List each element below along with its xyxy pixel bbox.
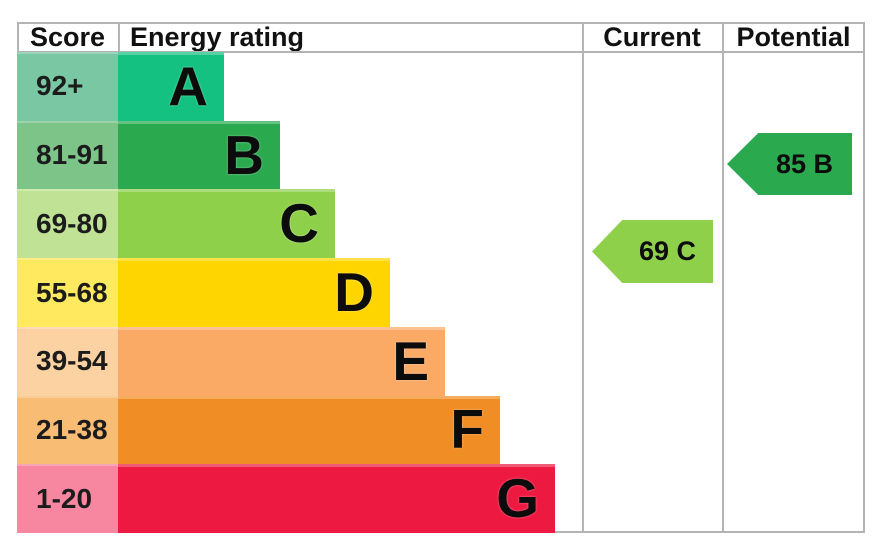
rating-bar-c: C — [118, 189, 335, 259]
header-energy-rating: Energy rating — [130, 21, 305, 52]
score-range-c: 69-80 — [17, 189, 118, 259]
score-range-g: 1-20 — [17, 464, 118, 534]
score-range-d: 55-68 — [17, 258, 118, 327]
band-row-e: 39-54 E — [17, 326, 865, 396]
current-rating-arrow: 69 C — [592, 220, 713, 283]
table-right-border — [863, 22, 865, 533]
current-rating-label: 69 C — [638, 236, 697, 266]
rating-letter-b: B — [224, 123, 264, 186]
potential-column-left-border — [722, 22, 724, 533]
band-row-b: 81-91 B — [17, 120, 865, 190]
rating-letter-e: E — [392, 329, 429, 392]
rating-bar-d: D — [118, 258, 390, 327]
rating-letter-g: G — [496, 467, 539, 530]
current-column-left-border — [582, 22, 584, 533]
epc-table: Score Energy rating Current Potential 92… — [17, 22, 865, 534]
band-row-d: 55-68 D — [17, 258, 865, 327]
score-rating-divider — [118, 22, 120, 52]
band-row-c: 69-80 C — [17, 189, 865, 259]
table-top-border — [17, 22, 865, 24]
rating-bar-a: A — [118, 52, 224, 121]
header-score: Score — [29, 21, 106, 52]
score-range-e: 39-54 — [17, 326, 118, 396]
potential-rating-label: 85 B — [775, 148, 834, 179]
rating-bar-f: F — [118, 395, 500, 465]
rating-bar-b: B — [118, 120, 280, 190]
header-potential: Potential — [736, 21, 851, 52]
header-underline — [17, 51, 865, 53]
band-row-a: 92+ A — [17, 52, 865, 121]
rating-letter-a: A — [168, 54, 208, 117]
score-range-f: 21-38 — [17, 395, 118, 465]
header-current: Current — [603, 21, 701, 52]
rating-bar-g: G — [118, 464, 555, 534]
rating-letter-c: C — [279, 192, 319, 255]
band-rows: 92+ A 81-91 B 69-80 C 55-68 D — [17, 52, 865, 534]
band-row-f: 21-38 F — [17, 395, 865, 465]
band-row-g: 1-20 G — [17, 464, 865, 534]
rating-letter-d: D — [334, 261, 374, 324]
rating-letter-f: F — [450, 398, 484, 461]
rating-bar-e: E — [118, 326, 445, 396]
score-range-a: 92+ — [17, 52, 118, 121]
score-range-b: 81-91 — [17, 120, 118, 190]
table-header: Score Energy rating Current Potential — [17, 22, 865, 52]
